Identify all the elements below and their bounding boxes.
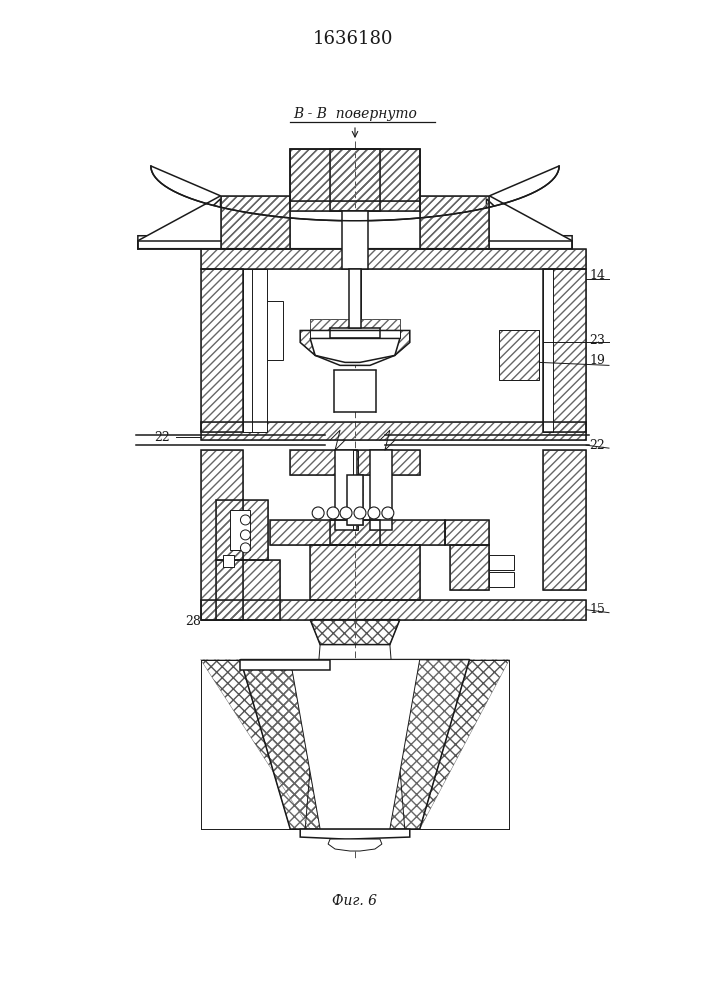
Bar — [335, 450, 357, 530]
Circle shape — [340, 507, 352, 519]
Bar — [450, 545, 489, 590]
Bar — [330, 149, 380, 211]
Text: 28: 28 — [186, 615, 201, 628]
Text: Фиг. 6: Фиг. 6 — [332, 894, 378, 908]
Text: 22: 22 — [154, 431, 170, 444]
Text: B - B  повернуто: B - B повернуто — [293, 107, 417, 121]
Bar — [349, 269, 361, 328]
Circle shape — [327, 507, 339, 519]
Bar — [201, 249, 586, 269]
Bar — [230, 510, 250, 550]
Bar — [223, 555, 235, 567]
Text: 1636180: 1636180 — [312, 30, 393, 48]
Bar — [353, 450, 358, 530]
Bar — [201, 269, 243, 432]
Bar — [489, 572, 515, 587]
Polygon shape — [328, 839, 382, 851]
Polygon shape — [310, 338, 400, 365]
Polygon shape — [240, 660, 330, 670]
Bar — [342, 211, 368, 269]
Circle shape — [368, 507, 380, 519]
Polygon shape — [138, 166, 572, 249]
Bar — [310, 319, 400, 338]
Bar — [499, 330, 539, 380]
Circle shape — [240, 543, 250, 553]
Bar — [330, 520, 380, 545]
Text: 19: 19 — [589, 354, 605, 367]
Bar — [543, 450, 586, 590]
Bar — [370, 450, 392, 530]
Bar — [370, 450, 375, 530]
Polygon shape — [486, 199, 572, 249]
Bar — [243, 269, 253, 432]
Bar — [270, 520, 445, 545]
Polygon shape — [138, 199, 221, 249]
Bar — [291, 149, 420, 211]
Bar — [201, 422, 586, 440]
Text: 15: 15 — [589, 603, 605, 616]
Text: 14: 14 — [589, 269, 605, 282]
Text: 22: 22 — [589, 439, 604, 452]
Bar — [543, 269, 553, 432]
Polygon shape — [330, 328, 380, 338]
Bar — [310, 545, 420, 600]
Bar — [489, 555, 515, 570]
Bar — [543, 269, 586, 432]
Circle shape — [382, 507, 394, 519]
Bar — [330, 149, 380, 211]
Circle shape — [240, 515, 250, 525]
Polygon shape — [300, 829, 410, 839]
Bar — [201, 600, 586, 620]
Bar — [216, 560, 280, 620]
Bar — [353, 450, 358, 530]
Bar — [291, 450, 420, 475]
Circle shape — [312, 507, 324, 519]
Text: 23: 23 — [589, 334, 605, 347]
Bar — [347, 475, 363, 525]
Bar — [201, 450, 243, 620]
Circle shape — [354, 507, 366, 519]
Bar — [499, 330, 539, 380]
Bar — [445, 520, 489, 545]
Bar — [252, 269, 267, 432]
Bar — [216, 500, 269, 560]
Circle shape — [240, 530, 250, 540]
Polygon shape — [291, 660, 420, 829]
Bar — [349, 211, 361, 330]
Bar — [243, 301, 284, 360]
Bar — [334, 370, 376, 412]
